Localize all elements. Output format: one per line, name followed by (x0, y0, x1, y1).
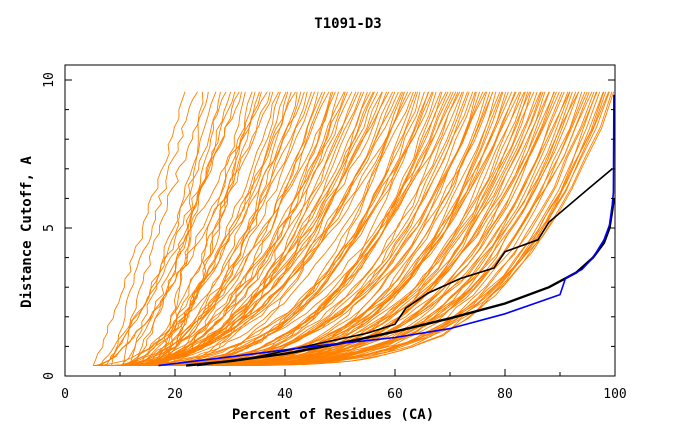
model-curve (132, 91, 371, 367)
y-axis: 0 5 10 (42, 72, 615, 380)
model-curve (113, 91, 323, 367)
chart-title: T1091-D3 (314, 16, 381, 32)
model-curve (136, 91, 298, 367)
x-axis-label: Percent of Residues (CA) (232, 407, 434, 423)
model-curve (97, 91, 457, 367)
model-curve (92, 91, 186, 366)
model-curve (127, 91, 359, 367)
x-tick-label: 0 (61, 387, 69, 402)
model-curves (92, 91, 615, 367)
x-tick-label: 80 (497, 387, 513, 402)
y-axis-label: Distance Cutoff, A (19, 156, 35, 308)
highlight-curves (158, 94, 616, 367)
model-curve (156, 91, 221, 366)
model-curve (93, 91, 308, 367)
x-tick-label: 20 (167, 387, 183, 402)
y-tick-label: 10 (42, 72, 57, 88)
model-curve (111, 91, 198, 366)
model-curve (96, 91, 274, 367)
model-curve (136, 91, 319, 367)
highlight-curve (196, 168, 613, 367)
model-curve (98, 91, 412, 367)
model-curve (133, 91, 240, 366)
model-curve (135, 91, 296, 366)
model-curve (114, 91, 330, 367)
model-curve (113, 91, 336, 367)
model-curve (163, 91, 256, 366)
model-curve (148, 91, 312, 367)
x-tick-label: 40 (277, 387, 293, 402)
model-curve (121, 91, 430, 367)
model-curve (121, 91, 292, 367)
y-tick-label: 5 (42, 224, 57, 232)
highlight-curve (185, 198, 616, 367)
model-curve (104, 91, 388, 367)
model-curve (94, 91, 262, 367)
model-curve (129, 91, 227, 366)
model-curve (120, 91, 305, 367)
model-curve (100, 91, 268, 366)
model-curve (121, 91, 236, 366)
highlight-curve (158, 94, 615, 367)
x-axis: 0 20 40 60 80 100 (61, 369, 627, 402)
model-curve (118, 91, 402, 367)
x-tick-label: 100 (603, 387, 626, 402)
model-curve (105, 91, 242, 366)
model-curve (122, 91, 209, 366)
x-tick-label: 60 (387, 387, 403, 402)
y-tick-label: 0 (42, 372, 57, 380)
model-curve (108, 91, 345, 367)
model-curve (136, 91, 271, 366)
